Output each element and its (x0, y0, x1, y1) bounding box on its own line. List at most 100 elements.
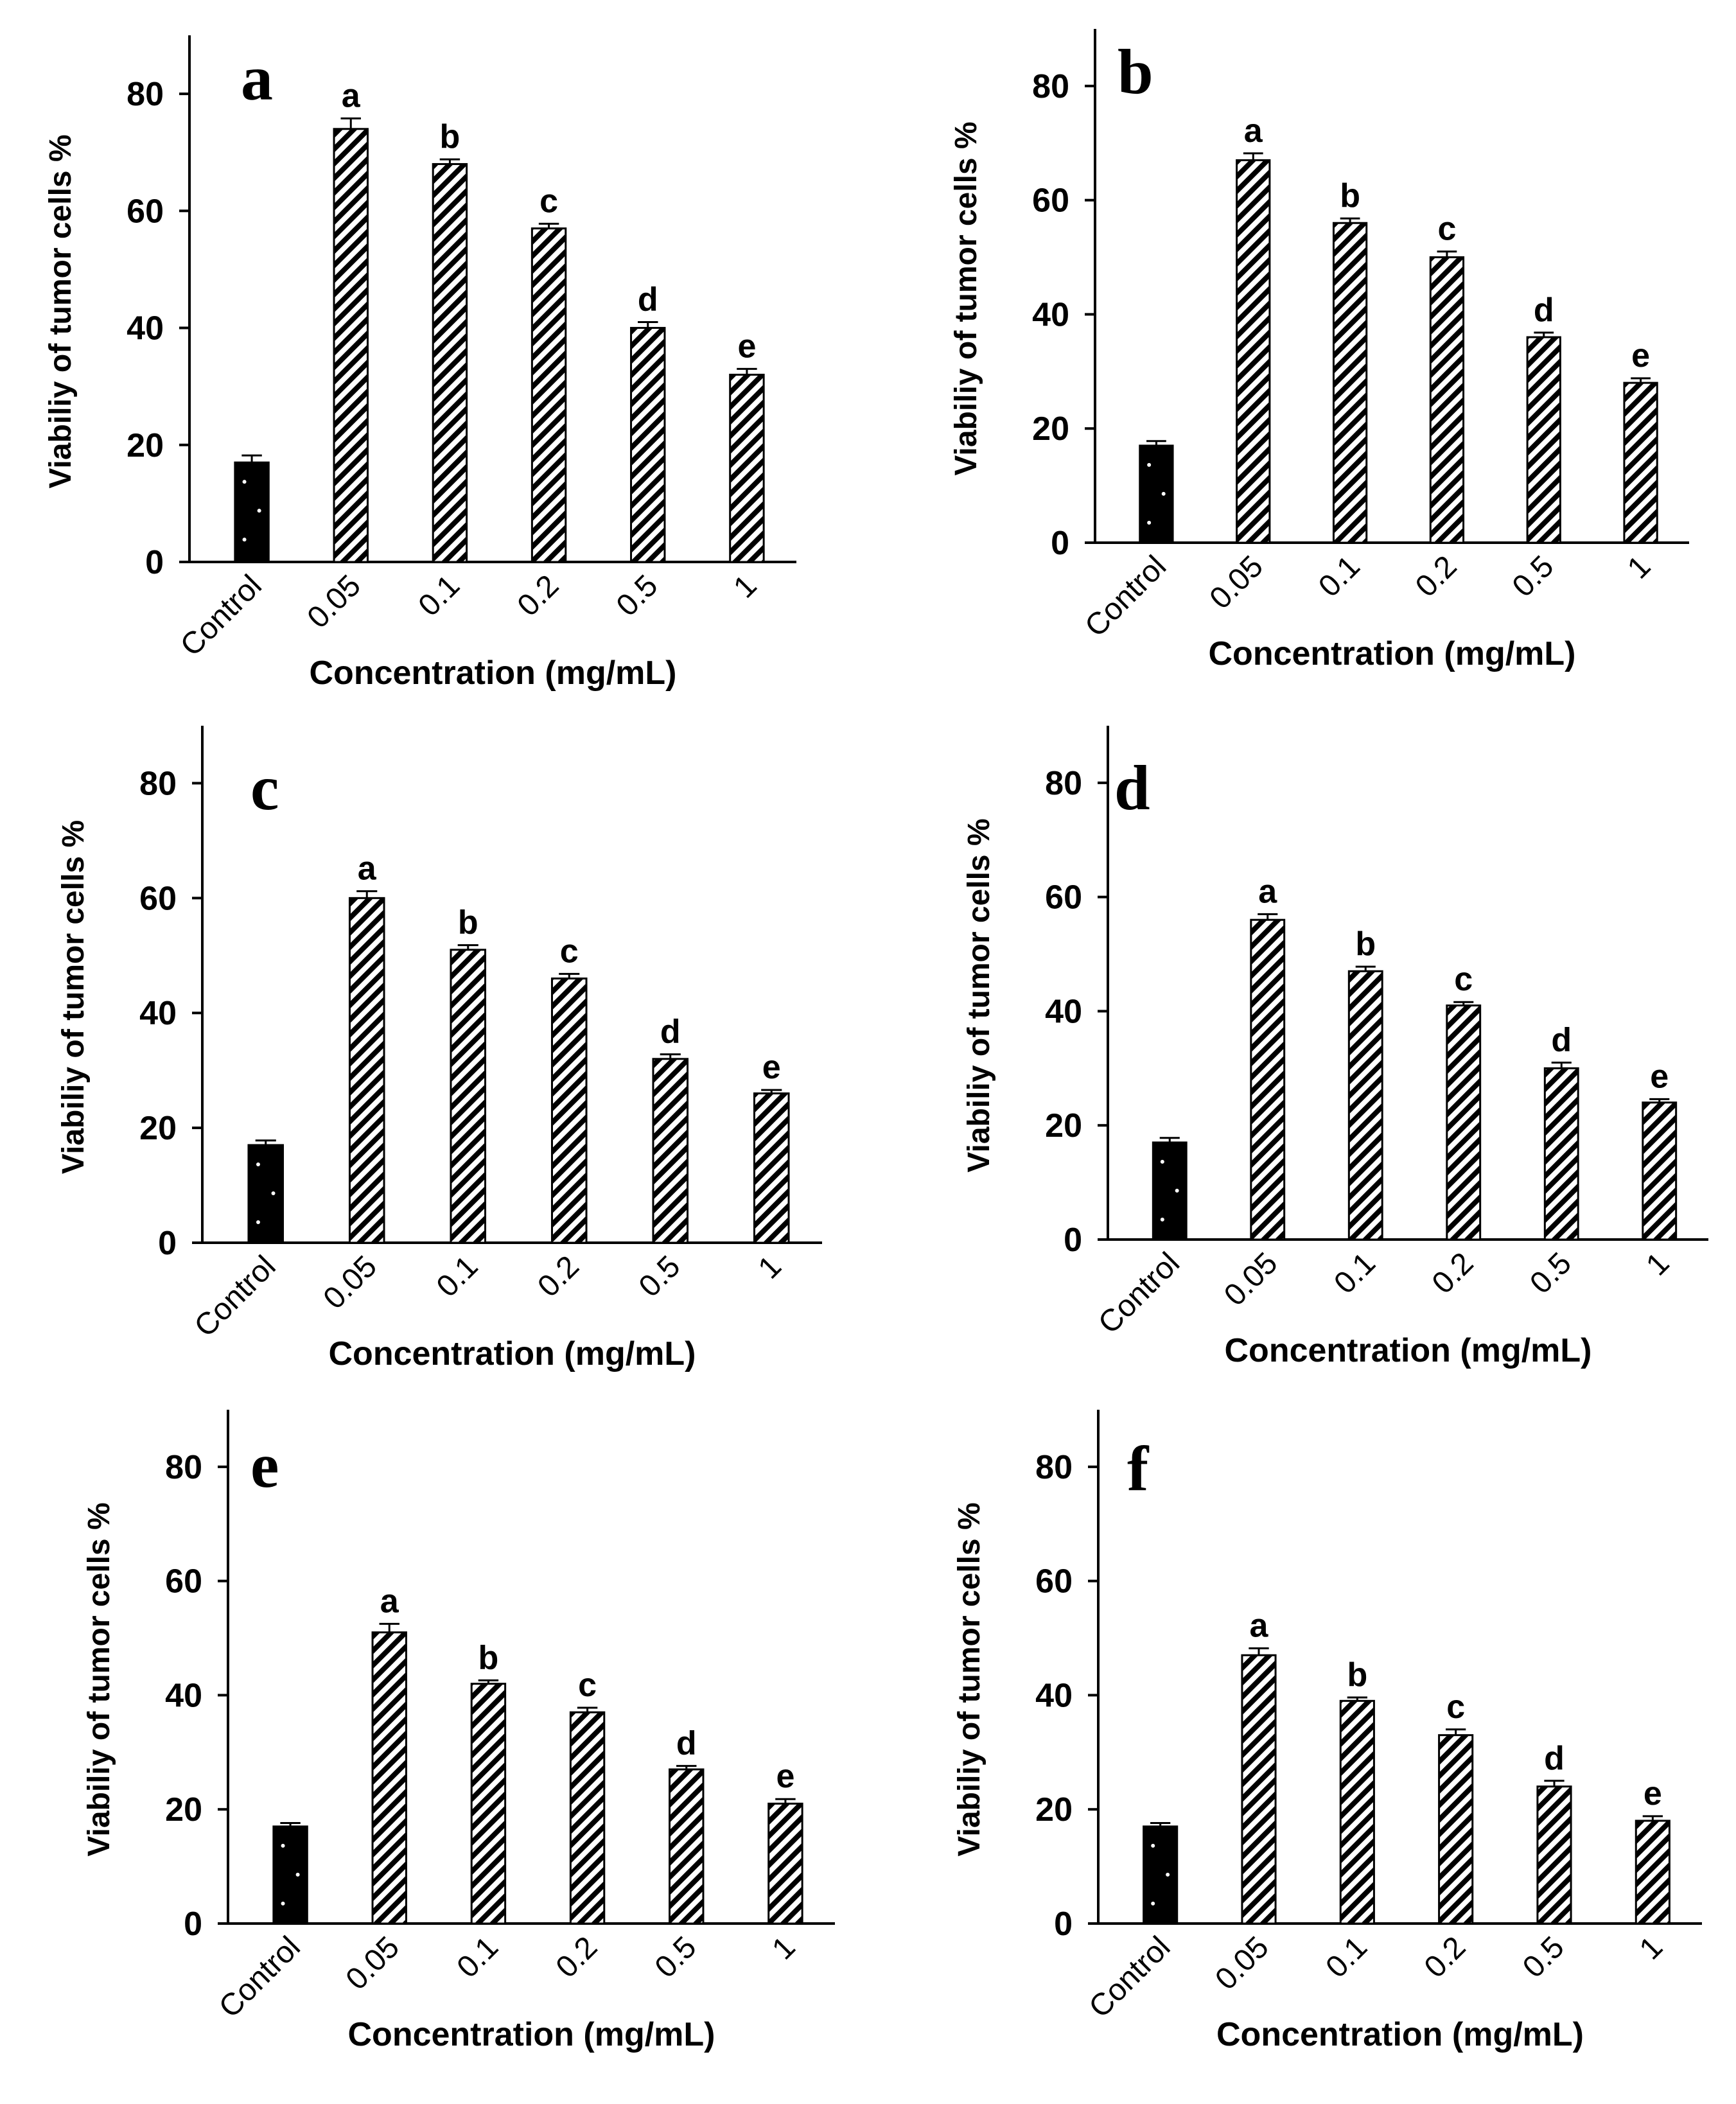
bar-0.05 (1250, 918, 1286, 1241)
significance-label: e (762, 1049, 781, 1086)
x-tick-label: 0.1 (451, 1930, 505, 1985)
error-bar (241, 454, 262, 463)
x-axis-title: Concentration (mg/mL) (329, 1335, 696, 1372)
y-axis-title: Viabiliy of tumor cells % (82, 1502, 116, 1856)
y-tick-label: 40 (165, 1677, 202, 1714)
x-tick-label: 0.5 (1506, 549, 1561, 604)
error-bar (1150, 1822, 1171, 1827)
x-tick-label: 1 (1621, 549, 1657, 585)
x-axis-title: Concentration (mg/mL) (348, 2016, 715, 2053)
error-bar (1355, 965, 1376, 972)
chart-panel-f: 0 20 40 60 80 Control a 0.05 b 0.1 c 0.2 d 0.5 e 1 Conce… (952, 1410, 1702, 2053)
bar-control (247, 1144, 285, 1244)
significance-label: c (560, 933, 579, 970)
significance-label: c (578, 1667, 597, 1704)
error-bar (577, 1706, 598, 1713)
x-tick-label: 0.05 (339, 1930, 406, 1997)
error-bar (538, 222, 559, 229)
error-bar (1243, 152, 1263, 161)
error-bar (559, 972, 580, 979)
x-tick-label: 0.5 (1516, 1930, 1571, 1985)
bar-0.05 (1236, 159, 1271, 544)
panel-letter: b (1118, 36, 1153, 107)
significance-label: a (380, 1582, 399, 1620)
x-axis-title: Concentration (mg/mL) (1216, 2016, 1584, 2053)
control-bar-dots (242, 480, 261, 542)
error-bar (1146, 440, 1166, 446)
chart-panel-d: 0 20 40 60 80 Control a 0.05 b 0.1 c 0.2 d 0.5 e 1 Conce… (962, 726, 1708, 1369)
y-tick-label: 60 (1045, 879, 1082, 916)
y-tick-label: 60 (1035, 1563, 1073, 1600)
control-bar-dots (1160, 1159, 1179, 1222)
significance-label: a (358, 850, 377, 888)
x-tick-label: 1 (752, 1249, 788, 1285)
x-tick-label: 0.05 (317, 1249, 383, 1316)
significance-label: e (1644, 1775, 1662, 1812)
error-bar (1446, 1728, 1466, 1735)
bar-0.2 (530, 227, 567, 563)
x-tick-label: 1 (766, 1930, 802, 1966)
bar-1 (767, 1802, 803, 1925)
bar-0.2 (1429, 256, 1465, 544)
significance-label: b (458, 904, 478, 942)
significance-label: d (660, 1013, 681, 1051)
significance-label: b (478, 1639, 499, 1676)
error-bar (1534, 331, 1554, 337)
x-tick-label: 1 (1640, 1246, 1676, 1282)
x-tick-label: 0.2 (1409, 549, 1464, 604)
control-dot (242, 480, 247, 484)
y-tick-label: 60 (1032, 182, 1069, 220)
significance-label: d (676, 1725, 697, 1762)
x-axis-title: Concentration (mg/mL) (1225, 1332, 1592, 1369)
y-tick-label: 20 (1032, 410, 1069, 448)
error-bar (255, 1139, 276, 1145)
y-tick-label: 40 (1045, 993, 1082, 1030)
y-tick-label: 20 (127, 427, 164, 464)
bar-control (272, 1825, 308, 1925)
y-tick-label: 60 (165, 1563, 202, 1600)
y-tick-label: 0 (1051, 525, 1069, 562)
y-tick-label: 20 (165, 1791, 202, 1828)
bar-0.5 (652, 1058, 689, 1244)
error-bar (1437, 250, 1457, 258)
significance-label: b (1340, 177, 1360, 215)
x-tick-label: 0.05 (1218, 1246, 1284, 1313)
significance-label: a (342, 77, 361, 114)
bar-0.2 (550, 977, 588, 1244)
y-tick-label: 60 (139, 880, 177, 917)
significance-label: e (737, 328, 756, 365)
x-tick-label: 0.2 (531, 1249, 586, 1304)
significance-label: b (1355, 925, 1376, 963)
x-tick-label: 0.2 (1418, 1930, 1473, 1985)
bar-1 (1635, 1819, 1670, 1925)
control-dot (1161, 491, 1166, 496)
panel-letter: d (1114, 752, 1150, 823)
bar-1 (1642, 1101, 1678, 1241)
bar-control (1143, 1825, 1179, 1925)
significance-label: c (539, 182, 558, 220)
error-bar (457, 944, 478, 950)
y-axis-title: Viabiliy of tumor cells % (44, 134, 78, 488)
x-tick-label: 0.1 (430, 1249, 485, 1304)
bar-0.5 (1543, 1067, 1579, 1241)
error-bar (1453, 1001, 1474, 1006)
control-dot (281, 1843, 285, 1848)
significance-label: a (1250, 1608, 1269, 1645)
x-tick-label: 0.2 (1426, 1246, 1480, 1301)
x-tick-label: 1 (1633, 1930, 1669, 1966)
error-bar (1249, 1647, 1269, 1656)
error-bar (1347, 1696, 1367, 1701)
significance-label: a (1258, 873, 1277, 910)
error-bar (1551, 1061, 1572, 1069)
y-tick-label: 0 (158, 1225, 177, 1262)
bar-0.1 (1339, 1699, 1375, 1925)
control-dot (1175, 1188, 1179, 1193)
x-tick-label: Control (1092, 1246, 1186, 1340)
y-tick-label: 0 (1064, 1222, 1082, 1259)
error-bar (775, 1798, 796, 1804)
x-axis-title: Concentration (mg/mL) (310, 654, 677, 692)
y-tick-label: 0 (184, 1906, 202, 1943)
x-tick-label: Control (213, 1930, 307, 2024)
control-dot (1160, 1217, 1164, 1222)
